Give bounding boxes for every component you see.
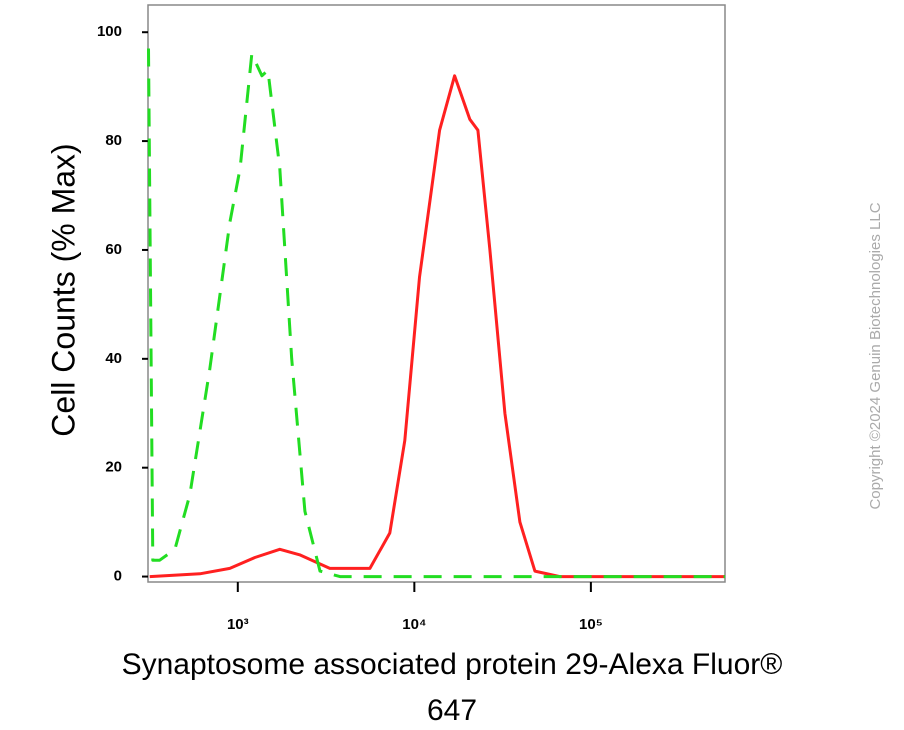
- x-tick-label: 10³: [227, 616, 249, 633]
- series-line: [147, 48, 725, 579]
- plot-frame: [147, 4, 726, 583]
- x-tick-label: 10⁴: [402, 616, 426, 633]
- watermark: Copyright ©2024 Genuin Biotechnologies L…: [867, 202, 884, 509]
- y-tick-label: 20: [105, 459, 122, 476]
- x-tick-label: 10⁵: [579, 616, 603, 633]
- y-tick-label: 0: [114, 568, 122, 585]
- y-tick-label: 60: [105, 241, 122, 258]
- y-tick-label: 80: [105, 132, 122, 149]
- series-line: [149, 74, 725, 579]
- y-tick-label: 40: [105, 350, 122, 367]
- y-tick-label: 100: [97, 23, 122, 40]
- y-axis-label: Cell Counts (% Max): [45, 143, 81, 436]
- x-axis-label: 647: [427, 694, 477, 727]
- x-axis-label: Synaptosome associated protein 29-Alexa …: [122, 648, 783, 681]
